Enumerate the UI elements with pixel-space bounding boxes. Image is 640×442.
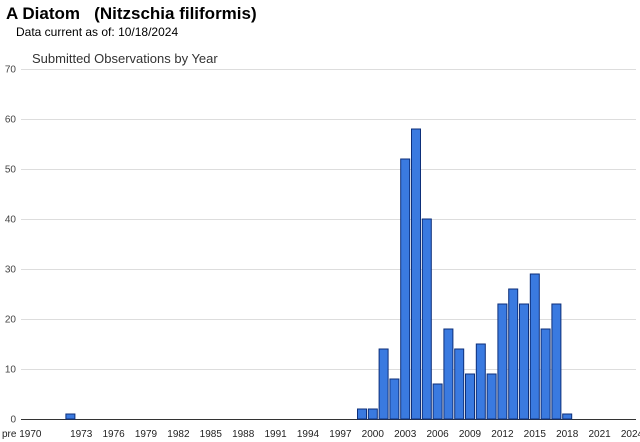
x-tick-label: 2003 [394,429,417,440]
bar-2011 [486,373,497,420]
bar-1972 [65,413,76,420]
x-tick-label: 1985 [200,429,223,440]
x-tick-label: 1994 [297,429,320,440]
x-tick-label: 1973 [70,429,93,440]
y-tick-label: 40 [5,215,17,226]
y-tick-label: 10 [5,365,17,376]
x-tick-label: 2012 [491,429,514,440]
bar-2003 [400,158,411,420]
x-tick-label: pre 1970 [2,429,42,440]
x-tick-label: 1976 [102,429,125,440]
x-tick-label: 1979 [135,429,158,440]
x-tick-label: 2024 [621,429,640,440]
bar-2018 [562,413,573,420]
x-tick-label: 2018 [556,429,579,440]
data-current-line: Data current as of: 10/18/2024 [16,25,178,39]
x-tick-label: 1991 [264,429,287,440]
bar-2015 [529,273,540,420]
x-tick-label: 1997 [329,429,352,440]
bar-2012 [497,303,508,420]
x-tick-label: 1988 [232,429,255,440]
y-tick-label: 20 [5,315,17,326]
y-tick-label: 0 [10,415,16,426]
bar-2006 [432,383,443,420]
data-current-date: 10/18/2024 [118,25,179,39]
y-tick-label: 60 [5,115,17,126]
bar-2001 [378,348,389,420]
data-current-label: Data current as of: [16,25,115,39]
bar-2013 [508,288,519,420]
bar-2002 [389,378,400,420]
bar-2010 [475,343,486,420]
bars [65,128,573,420]
bar-2004 [411,128,421,420]
bar-2000 [367,408,378,420]
x-tick-label: 2009 [459,429,482,440]
bar-2016 [540,328,551,420]
species-scientific-name: (Nitzschia filiformis) [94,4,257,23]
y-tick-label: 30 [5,265,17,276]
bar-2017 [551,303,562,420]
bar-1999 [357,408,367,420]
chart-title: Submitted Observations by Year [32,51,218,66]
x-axis-ticks: pre 1970 1973 1976 1979 1982 1985 1988 1991 1994… [2,429,640,440]
bar-2005 [421,218,432,420]
x-tick-label: 1982 [167,429,190,440]
y-tick-label: 70 [5,65,17,76]
x-tick-label: 2021 [588,429,611,440]
bar-2014 [519,303,529,420]
y-axis-ticks: 0 10 20 30 40 50 60 70 [5,65,17,426]
bar-2007 [443,328,454,420]
chart-header: A Diatom (Nitzschia filiformis) [6,4,257,24]
x-tick-label: 2000 [362,429,385,440]
x-tick-label: 2015 [524,429,547,440]
y-tick-label: 50 [5,165,17,176]
bar-2008 [454,348,465,420]
bar-2009 [465,373,475,420]
x-tick-label: 2006 [426,429,449,440]
species-common-name: A Diatom [6,4,80,23]
